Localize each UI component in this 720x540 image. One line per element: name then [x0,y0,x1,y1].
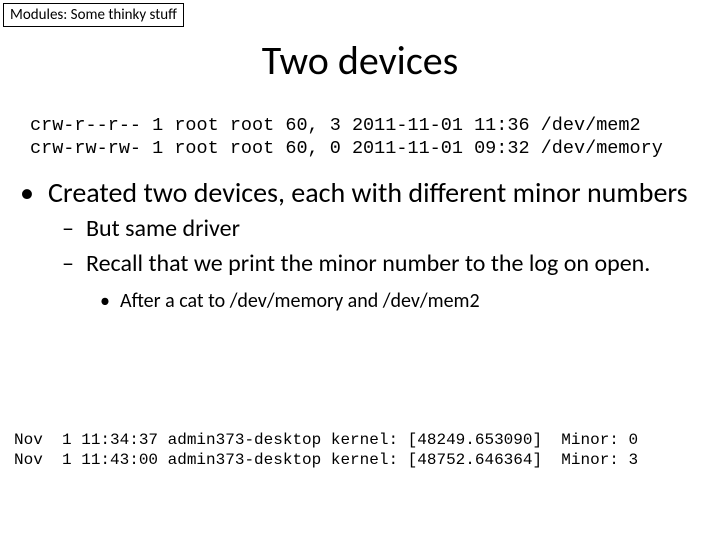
bullet-lvl2-b-text: Recall that we print the minor number to… [86,250,650,279]
bullet-lvl1: • Created two devices, each with differe… [20,176,700,209]
bullet-lvl3-text: After a cat to /dev/memory and /dev/mem2 [120,289,480,314]
header-box: Modules: Some thinky stuff [3,3,184,27]
bullet-lvl3: • After a cat to /dev/memory and /dev/me… [100,289,700,314]
log-line-2: Nov 1 11:43:00 admin373-desktop kernel: … [14,451,638,469]
bullet-lvl2-a-text: But same driver [86,215,240,244]
kernel-log: Nov 1 11:34:37 admin373-desktop kernel: … [14,430,638,470]
bullet-lvl1-text: Created two devices, each with different… [48,176,688,209]
slide-title: Two devices [0,36,720,85]
header-label: Modules: Some thinky stuff [10,6,177,24]
bullet-dot-icon: • [20,176,48,209]
bullet-lvl2-a: – But same driver [62,215,700,244]
ls-output: crw-r--r-- 1 root root 60, 3 2011-11-01 … [30,114,663,160]
bullet-dot-icon: • [100,289,120,314]
log-line-1: Nov 1 11:34:37 admin373-desktop kernel: … [14,431,638,449]
bullet-dash-icon: – [62,250,86,279]
ls-line-2: crw-rw-rw- 1 root root 60, 0 2011-11-01 … [30,138,663,159]
slide: Modules: Some thinky stuff Two devices c… [0,0,720,540]
ls-line-1: crw-r--r-- 1 root root 60, 3 2011-11-01 … [30,115,641,136]
bullet-lvl2-b: – Recall that we print the minor number … [62,250,700,279]
bullet-list: • Created two devices, each with differe… [20,176,700,314]
bullet-dash-icon: – [62,215,86,244]
